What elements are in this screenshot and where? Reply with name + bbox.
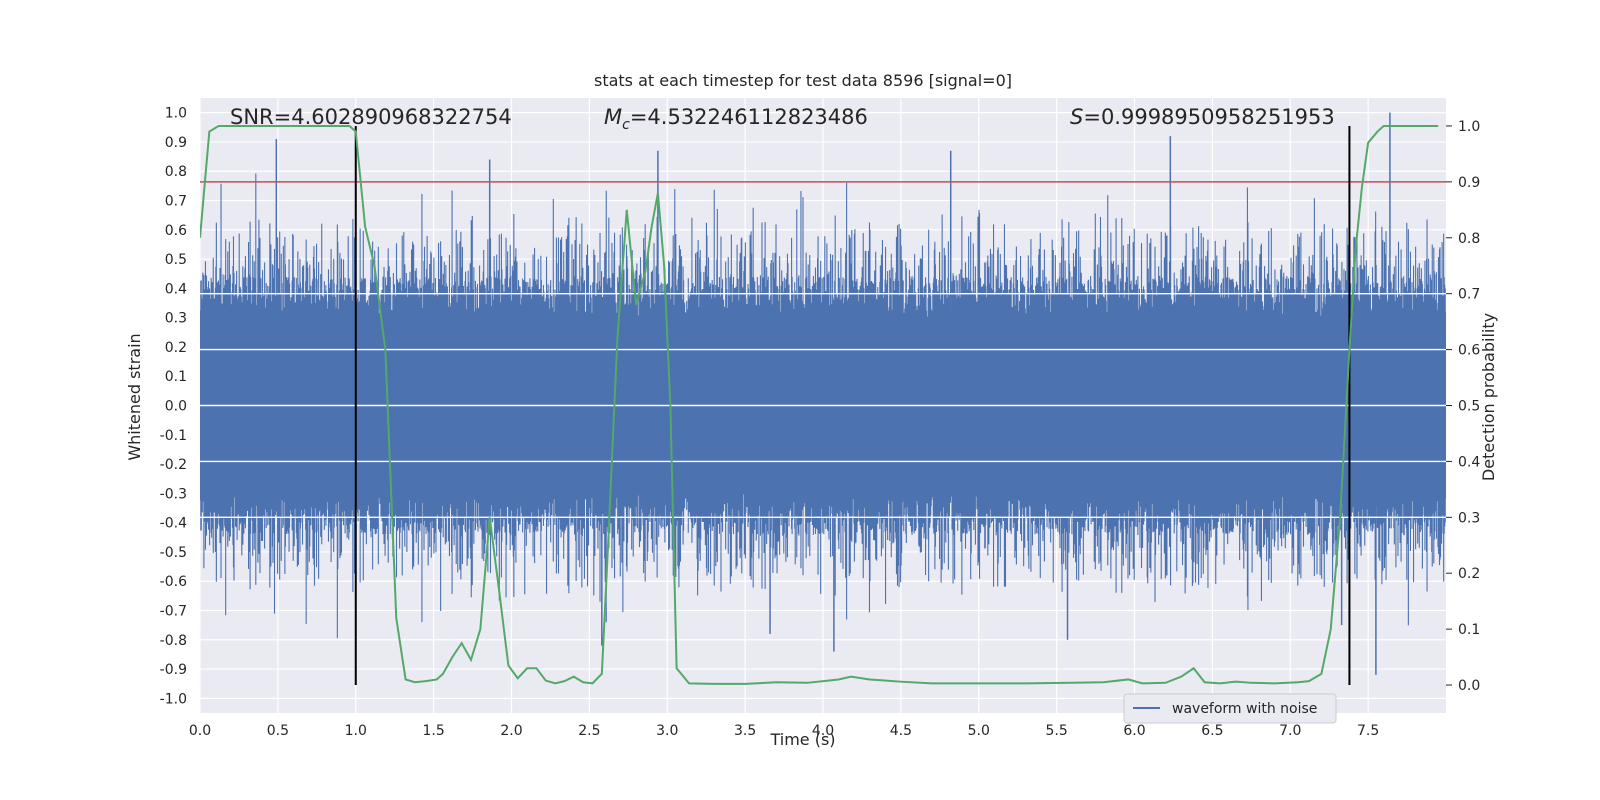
y-axis-left-label: Whitened strain — [125, 333, 144, 460]
y-right-tick-label: 0.9 — [1458, 175, 1480, 191]
y-left-tick-label: 0.9 — [165, 135, 187, 151]
x-tick-label: 2.0 — [500, 723, 522, 739]
y-right-tick-label: 0.2 — [1458, 566, 1480, 582]
x-tick-label: 3.0 — [656, 723, 678, 739]
x-tick-label: 2.5 — [578, 723, 600, 739]
y-left-tick-label: -0.8 — [160, 633, 187, 649]
chart-title: stats at each timestep for test data 859… — [594, 71, 1012, 90]
x-tick-label: 0.5 — [267, 723, 289, 739]
legend: waveform with noise — [1123, 693, 1337, 724]
x-tick-label: 4.0 — [812, 723, 834, 739]
y-left-tick-label: 0.0 — [165, 399, 187, 415]
x-tick-label: 7.0 — [1279, 723, 1301, 739]
x-tick-label: 7.5 — [1357, 723, 1379, 739]
y-right-tick-label: 0.0 — [1458, 678, 1480, 694]
y-left-tick-label: -0.1 — [160, 428, 187, 444]
y-left-tick-label: -0.4 — [160, 516, 187, 532]
x-tick-label: 0.0 — [189, 723, 211, 739]
y-left-tick-label: -0.2 — [160, 457, 187, 473]
y-left-tick-label: -0.3 — [160, 486, 187, 502]
score-value: =0.9998950958251953 — [1083, 105, 1334, 129]
score-symbol: S — [1070, 105, 1083, 129]
chirp-mass-subscript: c — [622, 117, 630, 133]
series-detection-probability — [200, 124, 1439, 685]
x-tick-label: 6.5 — [1201, 723, 1223, 739]
y-right-tick-label: 0.5 — [1458, 399, 1480, 415]
y-left-tick-label: 0.7 — [165, 194, 187, 210]
y-right-tick-label: 0.3 — [1458, 510, 1480, 526]
score-annotation: S=0.9998950958251953 — [1070, 105, 1335, 129]
x-tick-label: 4.5 — [890, 723, 912, 739]
x-tick-label: 6.0 — [1123, 723, 1145, 739]
y-left-tick-label: -0.6 — [160, 574, 187, 590]
y-left-tick-label: 0.5 — [165, 252, 187, 268]
x-tick-label: 3.5 — [734, 723, 756, 739]
chirp-mass-annotation: Mc=4.532246112823486 — [604, 105, 868, 133]
y-right-tick-label: 1.0 — [1458, 119, 1480, 135]
x-tick-label: 1.5 — [422, 723, 444, 739]
snr-annotation: SNR=4.602890968322754 — [230, 105, 512, 129]
y-left-tick-label: 0.1 — [165, 369, 187, 385]
y-left-tick-label: -0.7 — [160, 604, 187, 620]
y-left-tick-label: 0.6 — [165, 223, 187, 239]
legend-box — [1123, 693, 1337, 724]
y-left-tick-label: 0.4 — [165, 281, 187, 297]
x-tick-label: 1.0 — [345, 723, 367, 739]
y-axis-left: -1.0 -0.9 -0.8 -0.7 -0.6 -0.5 -0.4 -0.3 -0.2 -0.1… — [160, 106, 187, 708]
y-right-tick-label: 0.7 — [1458, 287, 1480, 303]
y-left-tick-label: 0.3 — [165, 311, 187, 327]
y-right-tick-label: 0.6 — [1458, 343, 1480, 359]
y-left-tick-label: 0.8 — [165, 164, 187, 180]
y-right-tick-label: 0.1 — [1458, 622, 1480, 638]
overlays — [200, 124, 1446, 686]
y-left-tick-label: -1.0 — [160, 691, 187, 707]
y-left-tick-label: 0.2 — [165, 340, 187, 356]
y-left-tick-label: 1.0 — [165, 106, 187, 122]
chirp-mass-value: =4.532246112823486 — [630, 105, 868, 129]
legend-entry-waveform: waveform with noise — [1172, 701, 1317, 717]
y-left-tick-label: -0.9 — [160, 662, 187, 678]
y-axis-right-label: Detection probability — [1479, 313, 1498, 481]
y-axis-right: 0.0 0.1 0.2 0.3 0.4 0.5 0.6 0.7 0.8 0.9 1.0 — [1446, 119, 1480, 694]
y-right-tick-label: 0.8 — [1458, 231, 1480, 247]
x-axis: 0.0 0.5 1.0 1.5 2.0 2.5 3.0 3.5 4.0 4.5 5.0 5.5 6.0 6… — [189, 723, 1379, 739]
x-tick-label: 5.5 — [1045, 723, 1067, 739]
chirp-mass-symbol: M — [604, 105, 622, 129]
y-right-tick-label: 0.4 — [1458, 454, 1480, 470]
x-tick-label: 5.0 — [968, 723, 990, 739]
y-left-tick-label: -0.5 — [160, 545, 187, 561]
x-axis-label: Time (s) — [769, 730, 835, 749]
